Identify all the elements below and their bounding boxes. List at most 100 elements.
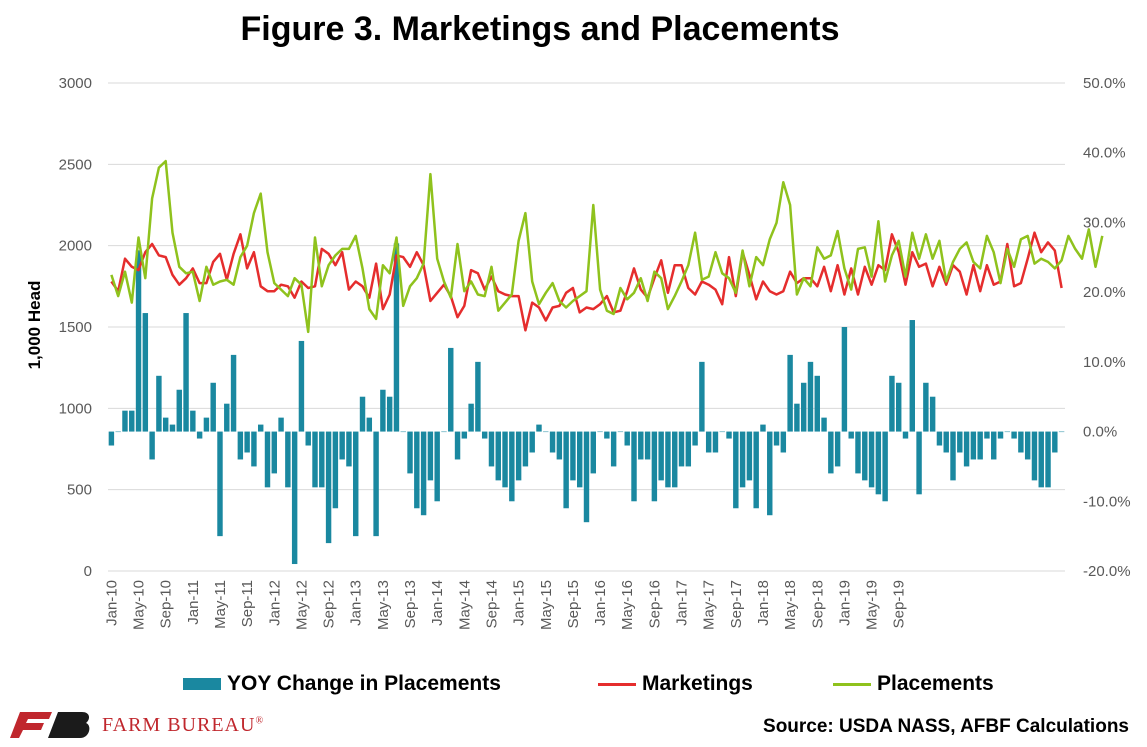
yoy-bar [481,431,488,439]
yoy-bar [617,431,624,433]
yoy-bar [244,431,250,453]
yoy-bar [862,431,868,481]
yoy-bar [448,347,454,432]
right-tick-label: 30.0% [1083,214,1126,231]
left-tick-label: 500 [67,482,92,499]
yoy-bar [427,431,434,481]
yoy-bar [570,431,576,481]
x-tick-label: May-13 [375,580,392,630]
yoy-bar [129,410,135,432]
x-tick-label: Jan-16 [592,580,609,626]
yoy-bar [332,431,339,509]
yoy-bar [746,431,753,481]
yoy-bar [291,431,298,565]
yoy-bar [821,417,827,432]
yoy-bar [549,431,556,453]
source-note: Source: USDA NASS, AFBF Calculations [763,716,1129,737]
x-tick-label: Jan-11 [185,580,202,625]
yoy-bar [1052,431,1058,453]
x-tick-label: May-14 [456,580,473,630]
yoy-bar [224,403,230,432]
yoy-bar [196,431,203,439]
yoy-bar [997,431,1004,439]
yoy-bar [210,382,216,432]
yoy-bar [807,361,814,432]
yoy-bar [393,243,400,432]
right-axis-ticks: -20.0% -10.0% 0.0% 10.0% 20.0% 30.0% 40.0% 50.0… [1083,75,1131,580]
yoy-bar [909,320,916,432]
left-tick-label: 1500 [59,319,92,336]
yoy-bar [794,403,800,432]
yoy-bar [984,431,990,439]
yoy-bar [203,417,210,432]
right-tick-label: 10.0% [1083,354,1126,371]
x-tick-label: May-12 [293,580,310,630]
yoy-bar [950,431,956,481]
yoy-bar [522,431,529,467]
yoy-bar [461,431,468,439]
legend-label-placements: Placements [877,672,994,695]
yoy-bar [230,354,237,432]
yoy-bar [353,431,359,537]
right-tick-label: 40.0% [1083,145,1126,162]
right-tick-label: -20.0% [1083,563,1131,580]
yoy-bar [305,431,311,446]
yoy-bar [543,431,549,433]
x-tick-label: Sep-17 [728,580,745,628]
yoy-bar [733,431,739,509]
x-tick-label: May-10 [131,580,148,630]
x-tick-label: Sep-14 [484,580,501,628]
farm-bureau-logo-icon [10,712,90,738]
x-tick-label: May-19 [864,580,881,630]
x-tick-label: May-16 [619,580,636,630]
yoy-bar [278,417,284,432]
yoy-bar [929,396,936,432]
yoy-bar [142,313,149,432]
x-tick-label: Jan-12 [266,580,283,626]
yoy-bar [257,424,264,432]
yoy-bar [882,431,888,502]
yoy-bar [380,389,386,432]
yoy-bar [583,431,590,523]
x-tick-label: Jan-18 [755,580,772,626]
yoy-bar [672,431,678,488]
yoy-bar [441,431,447,433]
yoy-bar [1038,431,1044,488]
yoy-bar [434,431,440,502]
yoy-bar [162,417,169,432]
yoy-bar [414,431,420,509]
yoy-bar [420,431,427,516]
yoy-bar [848,431,854,439]
yoy-bar [841,327,848,432]
yoy-bar [156,375,162,432]
left-tick-label: 1000 [59,400,92,417]
yoy-bar [475,361,481,432]
legend-label-yoy: YOY Change in Placements [227,672,501,695]
yoy-bar [515,431,522,481]
x-tick-label: Sep-19 [891,580,908,628]
legend-swatch-bar [183,678,221,690]
yoy-bar [963,431,970,467]
yoy-bar [590,431,597,474]
yoy-bar [943,431,949,453]
yoy-bar [176,389,182,432]
x-tick-label: Sep-13 [402,580,419,628]
yoy-bar [644,431,651,460]
yoy-bar [923,382,929,432]
yoy-bar [719,431,725,433]
legend-item-yoy: YOY Change in Placements [183,672,501,696]
yoy-bar [610,431,617,467]
yoy-bar [834,431,841,467]
yoy-bar [1058,431,1065,433]
yoy-bar [502,431,508,488]
yoy-bar [1011,431,1017,439]
yoy-bar [800,382,807,432]
yoy-bar [875,431,882,495]
yoy-bar [325,431,332,544]
yoy-bar [169,424,176,432]
yoy-bar [149,431,155,460]
x-axis-ticks: Jan-10 May-10 Sep-10 Jan-11 May-11 Sep-11 Jan-… [103,580,907,630]
yoy-bar [373,431,379,537]
yoy-bar [122,410,128,432]
